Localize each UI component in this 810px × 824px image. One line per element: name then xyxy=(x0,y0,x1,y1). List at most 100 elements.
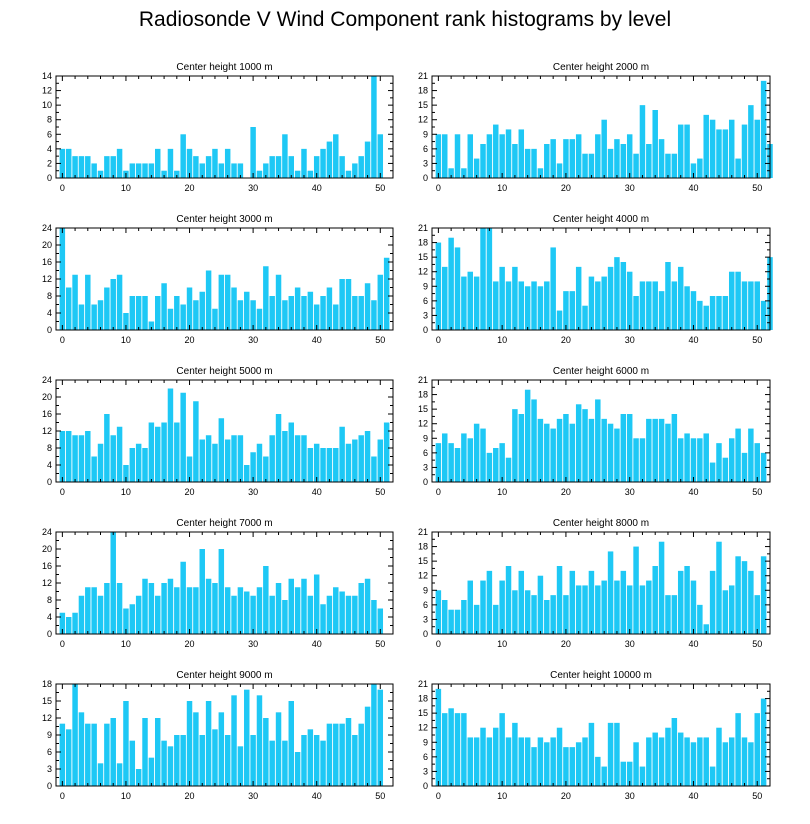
histogram-bar xyxy=(665,595,671,634)
histogram-bar xyxy=(620,144,627,178)
histogram-bar xyxy=(116,148,123,178)
histogram-bar xyxy=(65,617,72,634)
y-tick-label: 15 xyxy=(418,252,428,262)
histogram-bar xyxy=(59,431,66,482)
histogram-bar xyxy=(167,148,174,178)
histogram-panel: Center height 9000 m 0 10 20 30 40 50 0 3 6 9 12 15 1… xyxy=(42,670,394,801)
histogram-bar xyxy=(728,737,735,786)
histogram-bar xyxy=(250,595,256,634)
histogram-bar xyxy=(155,718,161,786)
histogram-bar xyxy=(320,604,326,634)
y-tick-label: 9 xyxy=(423,585,428,595)
histogram-bar xyxy=(59,723,66,786)
histogram-bar xyxy=(237,746,244,786)
y-tick-label: 0 xyxy=(47,477,52,487)
histogram-bar xyxy=(480,428,486,482)
histogram-bar xyxy=(728,271,735,330)
histogram-bar xyxy=(333,587,339,634)
x-tick-label: 30 xyxy=(625,487,635,497)
histogram-bar xyxy=(467,438,473,482)
histogram-bar xyxy=(224,587,231,634)
histogram-bar xyxy=(180,304,186,330)
histogram-bar xyxy=(205,578,212,634)
histogram-bar xyxy=(588,153,595,178)
histogram-bar xyxy=(582,305,588,330)
histogram-bar xyxy=(544,600,550,634)
histogram-bar xyxy=(505,566,512,634)
histogram-bar xyxy=(486,134,493,178)
x-tick-label: 30 xyxy=(625,335,635,345)
histogram-bar xyxy=(588,276,595,330)
y-tick-label: 15 xyxy=(418,556,428,566)
histogram-bar xyxy=(448,168,454,178)
histogram-bar xyxy=(123,465,129,482)
histogram-bar xyxy=(231,163,237,178)
histogram-bar xyxy=(244,291,250,330)
histogram-bar xyxy=(480,144,486,178)
histogram-bar xyxy=(320,296,326,330)
histogram-bar xyxy=(142,448,148,482)
histogram-bar xyxy=(646,580,652,634)
histogram-bar xyxy=(735,713,741,786)
histogram-bar xyxy=(282,431,288,482)
histogram-bar xyxy=(607,722,614,786)
histogram-bar xyxy=(174,422,180,482)
histogram-bar xyxy=(480,580,486,634)
histogram-bar xyxy=(716,443,722,482)
histogram-bar xyxy=(556,163,563,178)
histogram-panel: Center height 2000 m 0 10 20 30 40 50 0 3 6 9 12 15 1… xyxy=(418,62,773,193)
y-tick-label: 6 xyxy=(423,144,428,154)
y-tick-label: 0 xyxy=(423,477,428,487)
histogram-bar xyxy=(575,585,582,634)
histogram-bar xyxy=(556,310,563,330)
histogram-bar xyxy=(205,435,212,482)
histogram-bar xyxy=(72,612,78,634)
histogram-bar xyxy=(326,287,333,330)
histogram-bar xyxy=(294,435,301,482)
histogram-bar xyxy=(716,541,722,634)
histogram-bar xyxy=(601,418,607,482)
histogram-bar xyxy=(620,262,627,330)
histogram-bar xyxy=(288,156,294,178)
histogram-bar xyxy=(161,740,167,786)
y-tick-label: 3 xyxy=(423,614,428,624)
x-tick-label: 50 xyxy=(375,639,385,649)
histogram-bar xyxy=(167,388,174,482)
histogram-bar xyxy=(65,148,72,178)
y-tick-label: 20 xyxy=(42,392,52,402)
histogram-bar xyxy=(652,732,658,786)
histogram-bar xyxy=(142,163,148,178)
histogram-bar xyxy=(65,431,72,482)
histogram-bar xyxy=(735,158,741,178)
histogram-bar xyxy=(601,119,607,178)
histogram-bar xyxy=(748,742,754,786)
y-tick-label: 12 xyxy=(42,713,52,723)
histogram-bar xyxy=(97,170,104,178)
histogram-bar xyxy=(442,600,448,634)
histogram-bar xyxy=(371,600,377,634)
histogram-bar xyxy=(480,228,486,330)
y-tick-label: 21 xyxy=(418,223,428,233)
histogram-bar xyxy=(461,713,467,786)
x-tick-label: 40 xyxy=(688,183,698,193)
histogram-bar xyxy=(709,462,716,482)
histogram-bar xyxy=(129,604,136,634)
y-tick-label: 4 xyxy=(47,144,52,154)
histogram-bar xyxy=(735,271,741,330)
histogram-bar xyxy=(499,713,505,786)
histogram-bar xyxy=(575,404,582,482)
histogram-bar xyxy=(582,585,588,634)
histogram-bar xyxy=(601,580,607,634)
x-tick-label: 10 xyxy=(121,791,131,801)
histogram-bar xyxy=(256,308,263,330)
histogram-bar xyxy=(480,727,486,786)
histogram-bar xyxy=(569,139,576,178)
histogram-bar xyxy=(199,735,205,786)
histogram-bar xyxy=(72,435,78,482)
histogram-bar xyxy=(448,609,454,634)
y-tick-label: 0 xyxy=(47,781,52,791)
histogram-bar xyxy=(269,435,275,482)
x-tick-label: 30 xyxy=(625,791,635,801)
histogram-bar xyxy=(110,156,116,178)
histogram-panel: Center height 7000 m 0 10 20 30 40 50 0 4 8 12 16 20… xyxy=(42,518,394,649)
